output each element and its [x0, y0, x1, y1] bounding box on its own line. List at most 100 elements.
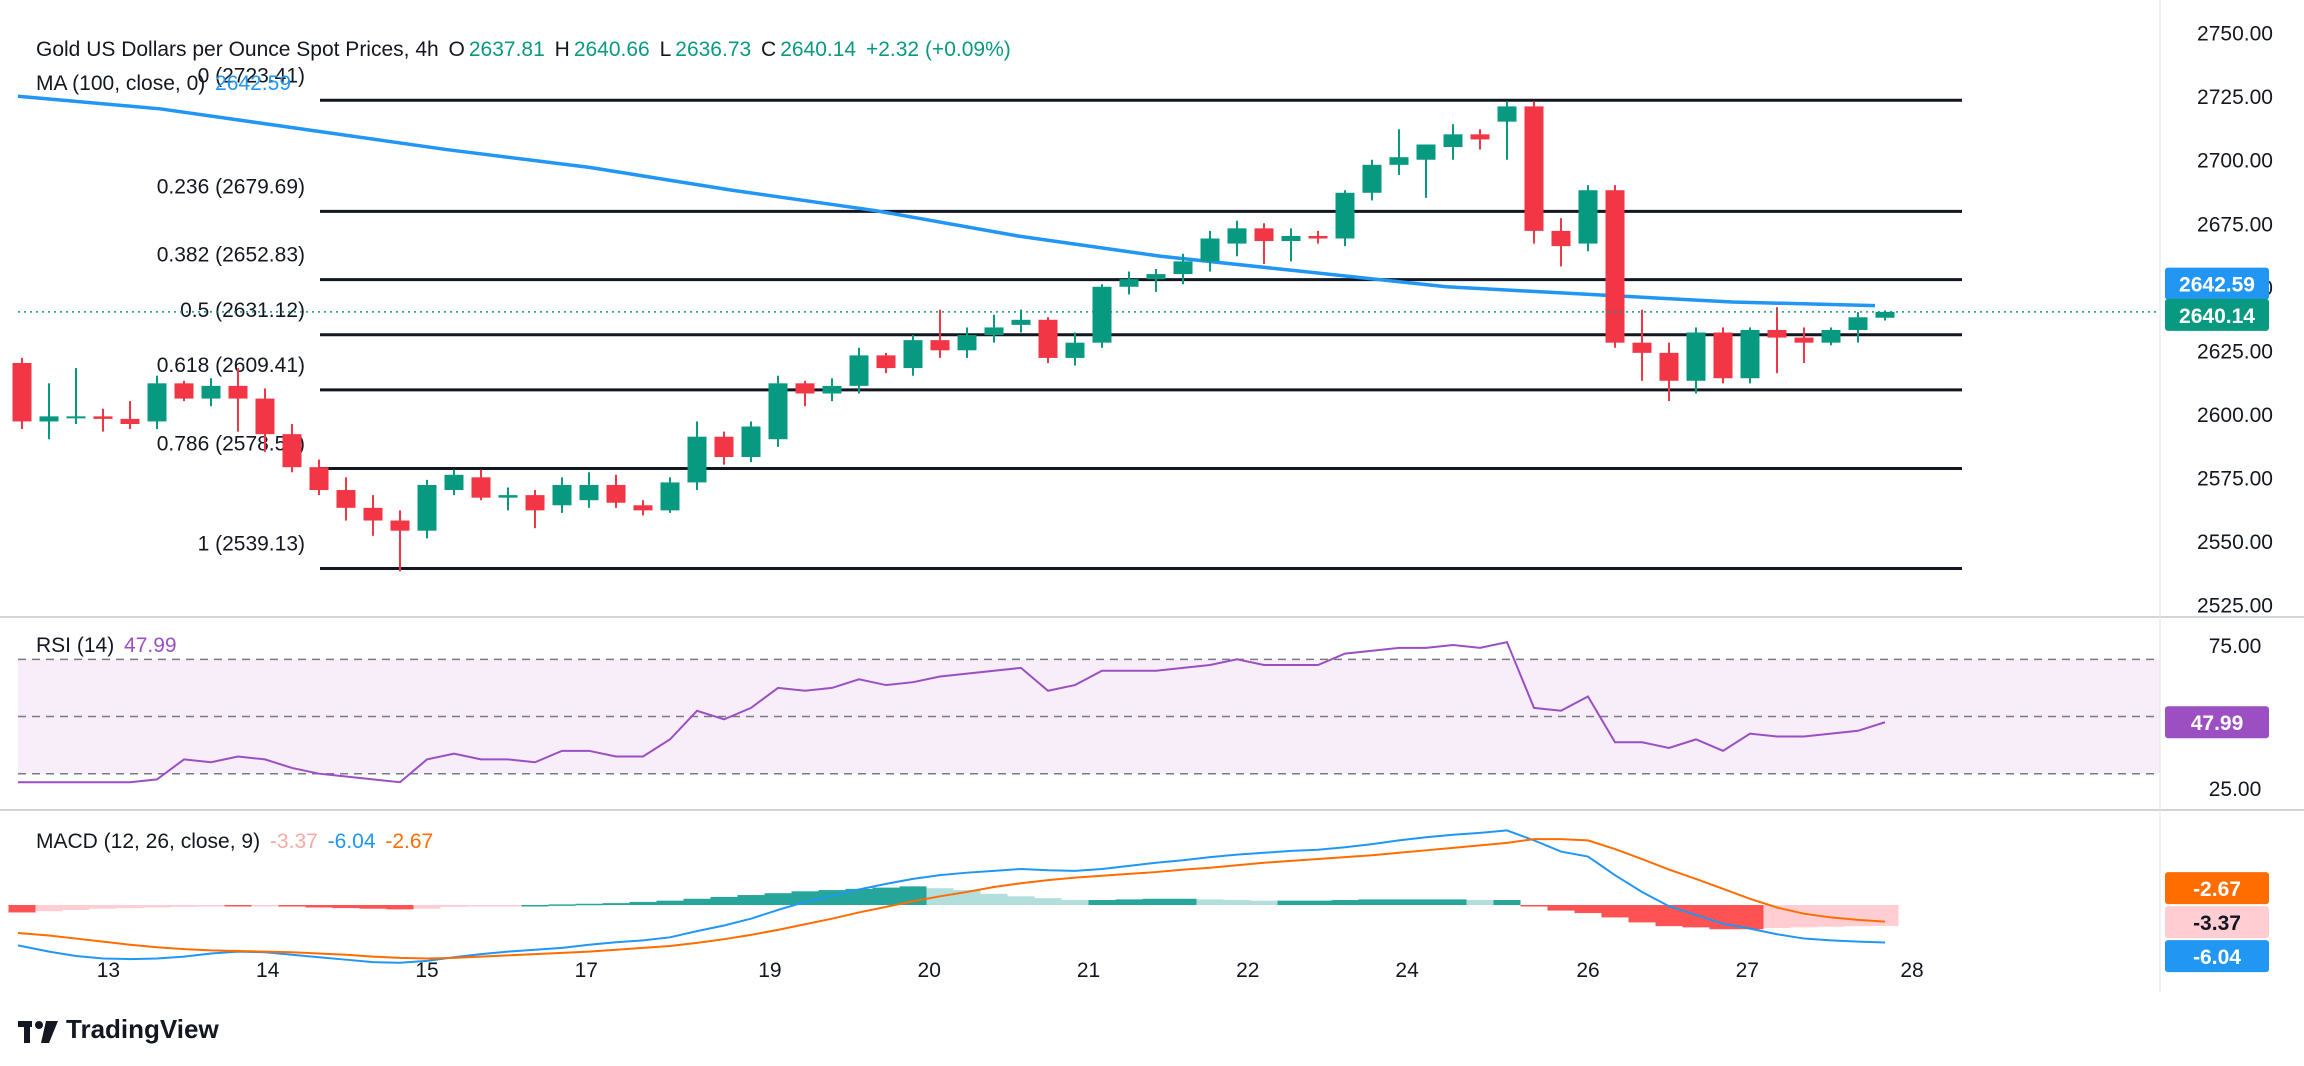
macd-histogram-bar [1466, 900, 1494, 905]
candle-body [903, 340, 923, 369]
moving-average [17, 94, 1876, 308]
macd-histogram-bar [629, 901, 657, 905]
fibonacci-lines: 0 (2723.41) 0.236 (2679.69) 0.382 (2652.83… [157, 64, 1962, 570]
time-tick-label: 15 [415, 959, 438, 982]
macd-histogram-bar [62, 905, 90, 910]
pane-separators [0, 0, 2304, 992]
macd-histogram-bar [1493, 900, 1521, 905]
macd-histogram-bar [1655, 905, 1683, 927]
candle-body [255, 398, 275, 435]
macd-histogram-bar [1142, 898, 1170, 905]
candle-body [417, 484, 437, 531]
candle-body [1281, 235, 1301, 242]
macd-hist-badge-bg [2165, 906, 2269, 939]
macd-histogram-bar [1007, 896, 1035, 905]
time-tick-label: 19 [758, 959, 781, 982]
macd-histogram-bar [1790, 905, 1818, 928]
candle-body [390, 520, 410, 531]
candle-body [930, 340, 950, 351]
macd-hist-value: -3.37 [269, 830, 318, 853]
candle-body [39, 416, 59, 422]
macd-histogram-bar [278, 905, 306, 907]
tradingview-logo[interactable]: TradingView [18, 1014, 219, 1045]
candle-body [336, 490, 356, 508]
macd-histogram-bar [548, 904, 576, 906]
price-tick-label: 2625.00 [2197, 340, 2273, 363]
tradingview-logo-text: TradingView [66, 1014, 219, 1044]
candle-body [768, 383, 788, 440]
macd-histogram-bar [1736, 905, 1764, 930]
macd-histogram-bar [791, 891, 819, 905]
time-tick-label: 26 [1576, 959, 1599, 982]
price-tick-label: 2750.00 [2197, 23, 2273, 46]
candle-body [1821, 329, 1841, 343]
candle-body [1254, 228, 1274, 242]
macd-hist-badge: -3.37 [2193, 912, 2241, 935]
macd-histogram-bar [1682, 905, 1710, 928]
macd-line [17, 829, 1886, 964]
candle-body [606, 484, 626, 503]
candle-body [741, 426, 761, 458]
rsi-band [18, 658, 2160, 775]
macd-histogram-bar [845, 888, 873, 905]
macd-histogram-bar [1817, 905, 1845, 927]
low-label: L [659, 38, 672, 61]
fib-label-0.786: 0.786 (2578.50) [157, 432, 305, 455]
candle-body [66, 416, 86, 419]
macd-histogram-bar [1358, 899, 1386, 905]
rsi-legend: RSI (14) 47.99 [36, 634, 181, 658]
candle-body [201, 385, 221, 399]
rsi-label: RSI (14) [36, 634, 115, 657]
candle-body [957, 335, 977, 351]
macd-histogram-bar [413, 905, 441, 909]
price-legend: Gold US Dollars per Ounce Spot Prices, 4… [36, 38, 1015, 62]
macd-histogram-bar [521, 905, 549, 907]
macd-histogram-bar [8, 905, 36, 913]
candle-body [1686, 332, 1706, 381]
macd-signal-badge-bg [2165, 872, 2269, 905]
candle-body [984, 327, 1004, 336]
candle-body [1713, 332, 1733, 379]
macd-histogram-bar [1412, 899, 1440, 905]
time-tick-label: 13 [97, 959, 120, 982]
symbol-title: Gold US Dollars per Ounce Spot Prices, 4… [36, 38, 439, 61]
macd-histogram-bar [710, 896, 738, 905]
price-tick-label: 2600.00 [2197, 404, 2273, 427]
macd-histogram-bar [1196, 899, 1224, 905]
macd-signal-badge: -2.67 [2193, 878, 2241, 901]
candle-body [1362, 164, 1382, 193]
candle-body [552, 484, 572, 506]
candle-body [1011, 319, 1031, 325]
candle-body [1875, 311, 1895, 318]
high-value: 2640.66 [573, 38, 650, 61]
candle-body [1848, 317, 1868, 330]
time-tick-label: 21 [1077, 959, 1100, 982]
candle-body [1119, 279, 1139, 287]
candle-body [1794, 337, 1814, 343]
candle-body [444, 474, 464, 491]
last-price-badge: 2640.14 [2179, 305, 2255, 328]
macd-signal-value: -2.67 [385, 830, 434, 853]
macd-histogram-bar [1439, 899, 1467, 905]
price-tick-label: 2550.00 [2197, 531, 2273, 554]
price-axis: 2525.002550.002575.002600.002625.002650.… [2165, 23, 2273, 973]
candle-body [1524, 106, 1544, 231]
time-tick-label: 17 [575, 959, 598, 982]
candle-body [1632, 342, 1652, 353]
candle-body [1551, 230, 1571, 247]
macd-histogram-bar [359, 905, 387, 909]
macd-histogram-bar [1520, 905, 1548, 907]
fib-label-0.236: 0.236 (2679.69) [157, 175, 305, 198]
macd-histogram-bar [1601, 905, 1629, 918]
candle-body [579, 484, 599, 501]
macd-histogram-bar [1088, 900, 1116, 905]
candle-body [876, 355, 896, 369]
macd-histogram-bar [683, 898, 711, 905]
price-tick-label: 2725.00 [2197, 86, 2273, 109]
macd-histogram-bar [170, 905, 198, 907]
low-value: 2636.73 [675, 38, 752, 61]
macd-badge-bg [2165, 940, 2269, 973]
macd-histogram-bar [1034, 898, 1062, 905]
macd-histogram-bar [1763, 905, 1791, 928]
macd-histogram-bar [1547, 905, 1575, 911]
